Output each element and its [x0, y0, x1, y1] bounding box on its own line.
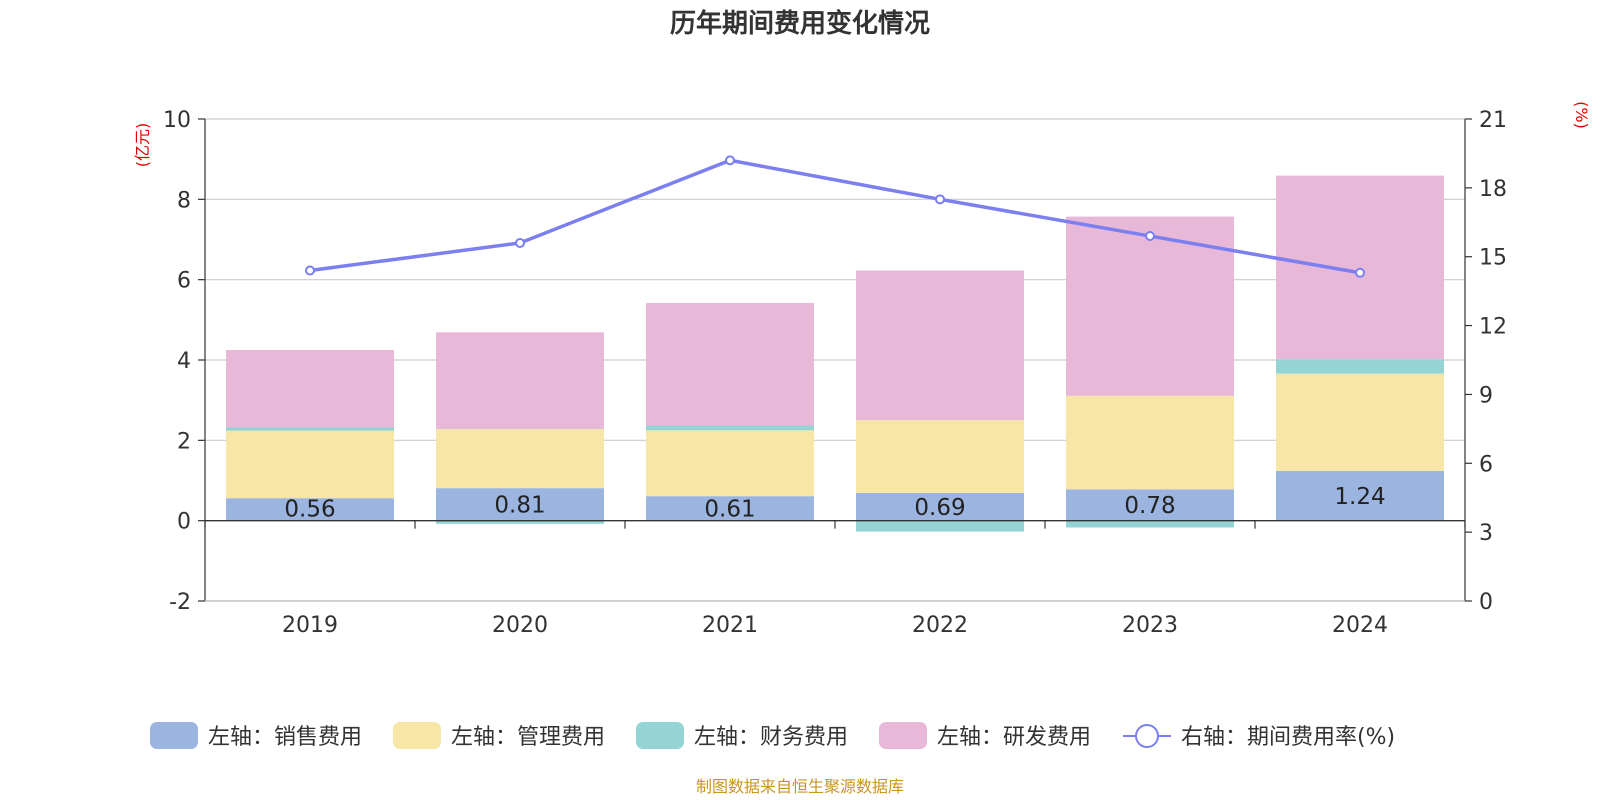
x-tick-label: 2021 [702, 613, 758, 638]
rate-line [305, 155, 1365, 278]
rate-point [935, 194, 945, 205]
x-tick-label: 2022 [912, 613, 968, 638]
right-tick-label: 3 [1479, 521, 1493, 546]
bar-segment [436, 488, 604, 521]
x-tick-label: 2020 [492, 613, 548, 638]
left-tick-label: 8 [177, 188, 191, 213]
bar-segment [1066, 520, 1234, 528]
bar-segment [646, 425, 814, 431]
sales-expense-label: 0.78 [1124, 493, 1175, 519]
x-tick-label: 2023 [1122, 613, 1178, 638]
sales-expense-label: 0.56 [284, 497, 335, 523]
chart-title: 历年期间费用变化情况 [670, 8, 930, 39]
legend-marker [1135, 724, 1159, 748]
rate-point [1145, 231, 1155, 242]
bar-segment [226, 349, 394, 428]
legend-label: 左轴：研发费用 [937, 725, 1091, 750]
bar-segment [436, 429, 604, 489]
bar-segment [226, 427, 394, 431]
right-tick-label: 0 [1479, 590, 1493, 615]
x-tick-label: 2019 [282, 613, 338, 638]
left-tick-label: 0 [177, 510, 191, 535]
axes: -2 0 2 4 6 8 10 0 3 6 9 12 15 18 21 2019 2020 2021 2022 202… [163, 108, 1507, 638]
rate-point [515, 237, 525, 248]
bar-segment [1276, 175, 1444, 360]
bar-segment [1066, 489, 1234, 521]
right-tick-label: 9 [1479, 383, 1493, 408]
bar-segment [856, 492, 1024, 521]
rate-point [725, 155, 735, 166]
right-tick-label: 21 [1479, 108, 1507, 133]
legend: 左轴：销售费用 左轴：管理费用 左轴：财务费用 左轴：研发费用 右轴：期间费用率(%) [150, 722, 1395, 750]
bar-segment [1276, 359, 1444, 374]
left-tick-label: 6 [177, 269, 191, 294]
right-tick-label: 6 [1479, 452, 1493, 477]
bar-segment [226, 430, 394, 499]
bar-segment [226, 498, 394, 521]
data-labels: 0.56 0.81 0.61 0.69 0.78 1.24 [284, 484, 1385, 523]
bar-segment [1066, 216, 1234, 396]
bar-segment [856, 420, 1024, 493]
bar-segment [856, 520, 1024, 532]
x-tick-label: 2024 [1332, 613, 1388, 638]
bar-segment [1276, 470, 1444, 521]
legend-label: 左轴：财务费用 [694, 725, 848, 750]
bar-segment [646, 302, 814, 426]
source-note: 制图数据来自恒生聚源数据库 [696, 777, 904, 796]
legend-swatch [879, 722, 927, 749]
left-tick-label: 2 [177, 429, 191, 454]
right-tick-label: 12 [1479, 315, 1507, 340]
rate-point [305, 265, 315, 276]
right-axis-unit: (%) [1572, 101, 1591, 129]
rate-polyline [309, 158, 1361, 275]
legend-label: 左轴：管理费用 [451, 725, 605, 750]
left-tick-label: 4 [177, 349, 191, 374]
legend-swatch [636, 722, 684, 749]
legend-swatch [393, 722, 441, 749]
bar-segment [436, 332, 604, 430]
right-tick-label: 15 [1479, 246, 1507, 271]
sales-expense-label: 1.24 [1334, 484, 1385, 510]
sales-expense-label: 0.81 [494, 492, 545, 518]
bar-segment [436, 520, 604, 524]
bar-segment [646, 430, 814, 497]
legend-swatch [150, 722, 198, 749]
right-tick-label: 18 [1479, 177, 1507, 202]
bar-segment [1276, 373, 1444, 471]
bars [226, 175, 1444, 532]
bar-segment [856, 270, 1024, 421]
left-axis-unit: (亿元) [133, 123, 152, 168]
left-tick-label: -2 [169, 590, 191, 615]
bar-segment [1066, 395, 1234, 490]
bar-segment [646, 496, 814, 521]
legend-label: 左轴：销售费用 [208, 725, 362, 750]
rate-point [1355, 267, 1365, 278]
sales-expense-label: 0.69 [914, 495, 965, 521]
legend-label: 右轴：期间费用率(%) [1181, 725, 1395, 750]
left-tick-label: 10 [163, 108, 191, 133]
sales-expense-label: 0.61 [704, 496, 755, 522]
